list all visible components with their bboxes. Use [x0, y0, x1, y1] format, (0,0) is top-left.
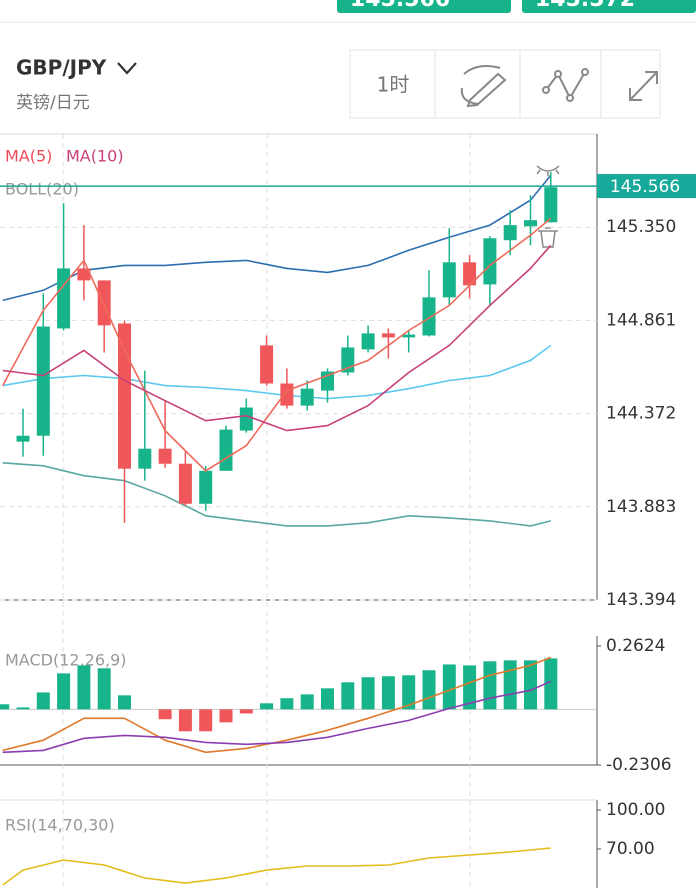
- y-tick-label: 70.00: [606, 839, 655, 859]
- macd-bar: [402, 675, 416, 710]
- y-tick-label: 143.394: [606, 590, 676, 610]
- legend-macd: MACD(12,26,9): [5, 651, 127, 670]
- macd-bar: [158, 709, 172, 720]
- sell-price: 145.566: [350, 0, 450, 12]
- macd-bar: [280, 698, 294, 710]
- macd-bar: [361, 677, 375, 710]
- candle-body: [239, 407, 253, 431]
- boll-line: [2, 462, 551, 527]
- candle-body: [199, 470, 213, 504]
- pair-subtitle: 英镑/日元: [16, 93, 90, 113]
- macd-bar: [16, 707, 30, 710]
- macd-bar: [178, 709, 192, 732]
- candle-body: [483, 238, 497, 285]
- candle-body: [219, 429, 233, 471]
- y-tick-label: 144.861: [606, 310, 676, 330]
- rsi-line: [2, 847, 551, 886]
- eye-icon[interactable]: [536, 165, 560, 176]
- indicator-icon: [566, 94, 574, 102]
- candle-body: [158, 448, 172, 464]
- macd-bar: [260, 703, 274, 710]
- draw-icon[interactable]: [460, 65, 507, 108]
- candle-body: [260, 345, 274, 384]
- ma-line: [2, 244, 552, 432]
- macd-bar: [77, 665, 91, 710]
- candle-body: [118, 323, 131, 469]
- macd-bar: [239, 709, 253, 714]
- macd-bar: [321, 688, 334, 710]
- macd-bar: [442, 664, 456, 710]
- candle-body: [16, 435, 30, 442]
- last-price-label: 145.566: [610, 177, 680, 197]
- candle-body: [463, 262, 477, 286]
- candle-body: [524, 220, 537, 227]
- macd-bar: [118, 695, 131, 710]
- legend-ma10: MA(10): [66, 147, 124, 166]
- buy-button[interactable]: [522, 0, 696, 13]
- macd-bar: [300, 694, 314, 710]
- boll-line: [2, 174, 552, 302]
- y-tick-label: 143.883: [606, 497, 676, 517]
- candle-body: [138, 448, 152, 469]
- macd-bar: [0, 704, 10, 710]
- candle-body: [36, 326, 50, 436]
- dropdown-icon[interactable]: [117, 62, 137, 75]
- macd-bar: [57, 673, 71, 710]
- candle-body: [97, 280, 111, 326]
- macd-bar: [381, 676, 395, 710]
- candle-body: [422, 297, 436, 336]
- legend-rsi: RSI(14,70,30): [5, 816, 115, 835]
- y-tick-label: 0.2624: [606, 636, 665, 656]
- macd-bar: [544, 658, 558, 710]
- candle-body: [280, 383, 294, 406]
- candle-body: [300, 388, 314, 406]
- macd-bar: [463, 665, 477, 710]
- macd-line: [2, 680, 552, 754]
- timeframe-button[interactable]: 1时: [377, 73, 410, 97]
- sell-button[interactable]: [337, 0, 511, 13]
- y-tick-label: 100.00: [606, 800, 665, 820]
- toolbar: [349, 49, 661, 119]
- indicator-icon[interactable]: [545, 71, 586, 101]
- candle-body: [178, 463, 192, 504]
- macd-bar: [524, 660, 537, 710]
- candle-body: [503, 225, 517, 241]
- y-tick-label: -0.2306: [606, 755, 672, 775]
- y-tick-label: 145.350: [606, 217, 676, 237]
- legend-boll: BOLL(20): [5, 180, 79, 199]
- candle-body: [442, 262, 456, 298]
- macd-bar: [199, 709, 213, 732]
- buy-price: 145.572: [535, 0, 635, 12]
- y-tick-label: 144.372: [606, 404, 676, 424]
- legend-ma5: MA(5): [5, 147, 52, 166]
- candle-body: [57, 268, 71, 329]
- macd-line: [2, 656, 552, 754]
- fullscreen-icon[interactable]: [629, 71, 658, 101]
- ma-line: [1, 217, 552, 472]
- indicator-icon: [554, 70, 562, 78]
- indicator-icon: [581, 68, 589, 76]
- macd-bar: [219, 709, 233, 723]
- candle-body: [77, 268, 91, 281]
- macd-bar: [341, 682, 355, 710]
- macd-bar: [36, 692, 50, 710]
- candle-body: [402, 334, 416, 338]
- candle-body: [361, 333, 375, 350]
- macd-bar: [97, 668, 111, 710]
- candle-body: [381, 333, 395, 338]
- last-price-box: [597, 174, 696, 199]
- trash-icon[interactable]: [538, 227, 558, 248]
- macd-bar: [483, 661, 497, 710]
- candle-body: [544, 187, 558, 223]
- macd-bar: [422, 670, 436, 710]
- indicator-icon: [542, 86, 550, 94]
- macd-bar: [503, 660, 517, 710]
- pair-title[interactable]: GBP/JPY: [16, 56, 107, 80]
